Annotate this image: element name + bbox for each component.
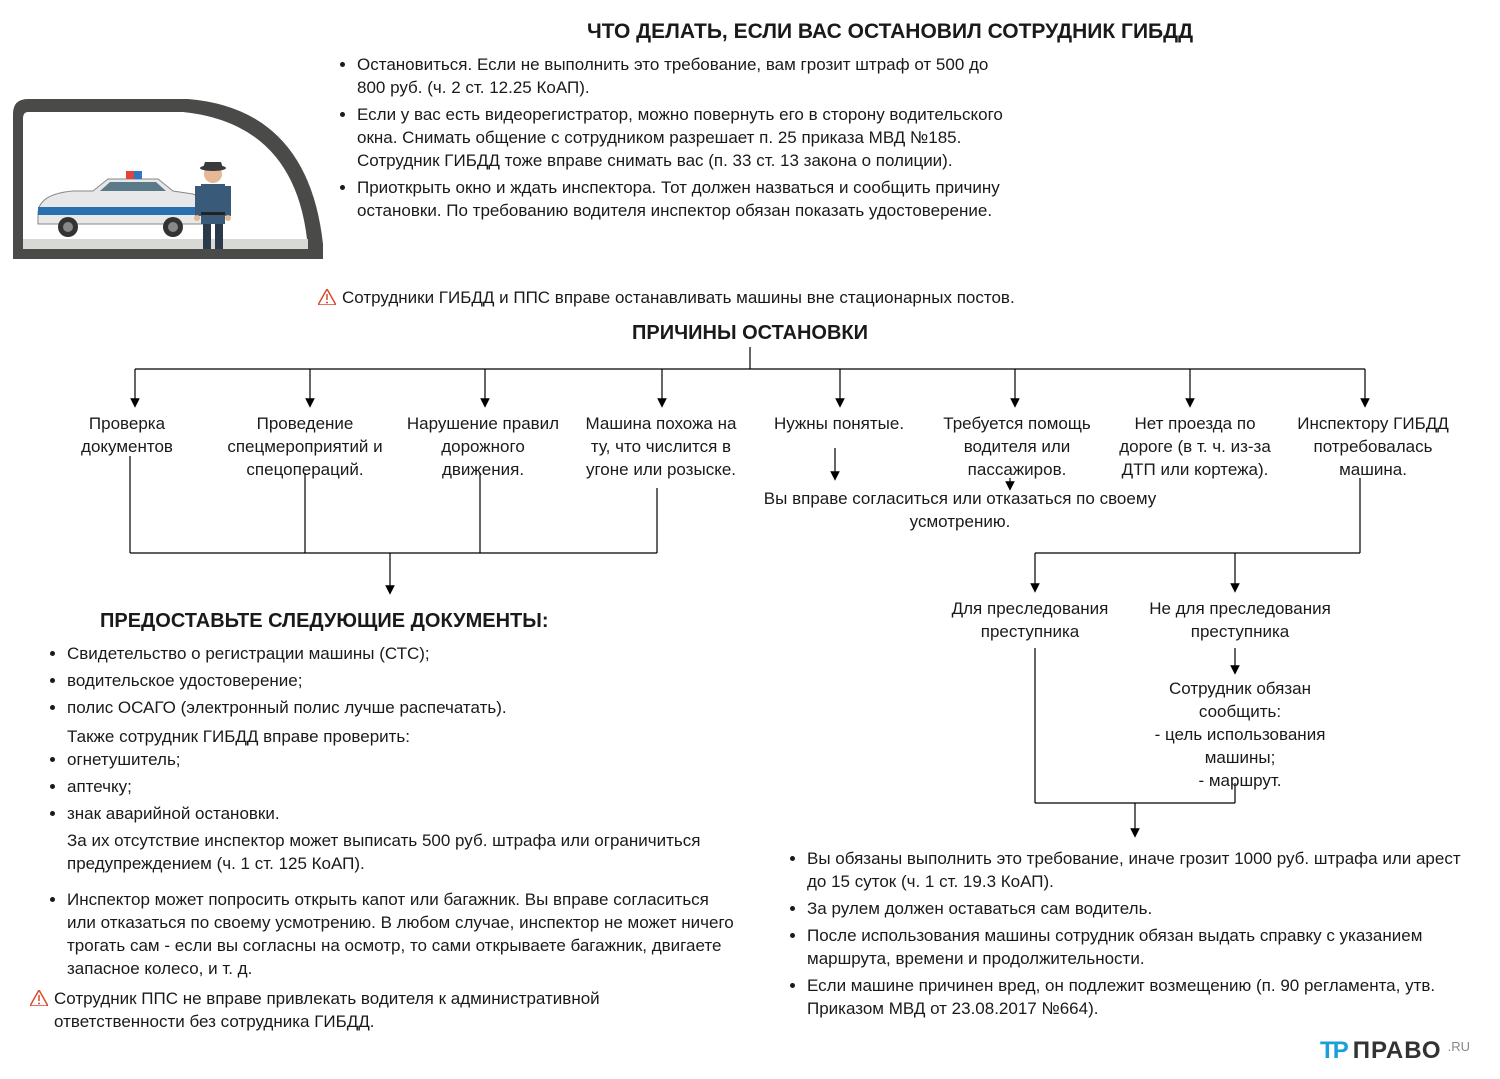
reason-item: Нужны понятые. — [754, 413, 924, 482]
pursuit-no: Не для преследования преступника — [1140, 598, 1340, 644]
obligation-item: Вы обязаны выполнить это требование, ина… — [807, 848, 1465, 894]
docs-block: Свидетельство о регистрации машины (СТС)… — [45, 643, 735, 985]
docs-trunk: Инспектор может попросить открыть капот … — [67, 889, 735, 981]
warning-icon — [30, 990, 48, 1006]
intro-list: Остановиться. Если не выполнить это треб… — [335, 54, 1500, 281]
illustration — [0, 54, 335, 281]
main-title: ЧТО ДЕЛАТЬ, ЕСЛИ ВАС ОСТАНОВИЛ СОТРУДНИК… — [340, 18, 1440, 46]
obligation-item: После использования машины сотрудник обя… — [807, 925, 1465, 971]
reason-item: Требуется помощь водителя или пассажиров… — [932, 413, 1102, 482]
reason-item: Нарушение правил дорожного движения. — [398, 413, 568, 482]
intro-bullet: Приоткрыть окно и ждать инспектора. Тот … — [357, 177, 1020, 223]
intro-warning: Сотрудники ГИБДД и ППС вправе останавлив… — [318, 287, 1500, 310]
obligations-block: Вы обязаны выполнить это требование, ина… — [785, 848, 1465, 1025]
doc-check-item: огнетушитель; — [67, 749, 735, 772]
doc-item: полис ОСАГО (электронный полис лучше рас… — [67, 697, 735, 720]
logo-suffix: .RU — [1448, 1038, 1470, 1056]
logo-text: ПРАВО — [1353, 1035, 1442, 1067]
reason-item: Машина похожа на ту, что числится в угон… — [576, 413, 746, 482]
must-inform-title: Сотрудник обязан сообщить: — [1130, 678, 1350, 724]
reason-item: Нет проезда по дороге (в т. ч. из-за ДТП… — [1110, 413, 1280, 482]
intro-warning-text: Сотрудники ГИБДД и ППС вправе останавлив… — [342, 287, 1015, 310]
obligation-item: За рулем должен оставаться сам водитель. — [807, 898, 1465, 921]
must-inform-item: - маршрут. — [1130, 770, 1350, 793]
consent-text: Вы вправе согласиться или отказаться по … — [750, 488, 1170, 534]
doc-check-item: знак аварийной остановки. — [67, 803, 735, 826]
intro-bullet: Если у вас есть видеорегистратор, можно … — [357, 104, 1020, 173]
logo-symbol: ТР — [1320, 1035, 1347, 1067]
docs-fine: За их отсутствие инспектор может выписат… — [67, 830, 735, 876]
reason-item: Проведение спецмероприятий и спецопераци… — [220, 413, 390, 482]
pursuit-yes: Для преследования преступника — [930, 598, 1130, 644]
doc-item: водительское удостоверение; — [67, 670, 735, 693]
reasons-tree — [45, 347, 1455, 413]
docs-title: ПРЕДОСТАВЬТЕ СЛЕДУЮЩИЕ ДОКУМЕНТЫ: — [100, 608, 549, 635]
warning-icon — [318, 289, 336, 305]
obligation-item: Если машине причинен вред, он подлежит в… — [807, 975, 1465, 1021]
docs-also-intro: Также сотрудник ГИБДД вправе проверить: — [67, 726, 735, 749]
docs-warning-text: Сотрудник ППС не вправе привлекать водит… — [54, 988, 730, 1034]
docs-warning: Сотрудник ППС не вправе привлекать водит… — [30, 988, 730, 1034]
reason-item: Инспектору ГИБДД потребовалась машина. — [1288, 413, 1458, 482]
must-inform: Сотрудник обязан сообщить: - цель исполь… — [1130, 678, 1350, 793]
intro-bullet: Остановиться. Если не выполнить это треб… — [357, 54, 1020, 100]
site-logo: ТР ПРАВО .RU — [1320, 1035, 1470, 1067]
doc-check-item: аптечку; — [67, 776, 735, 799]
reason-item: Проверка документов — [42, 413, 212, 482]
intro-block: Остановиться. Если не выполнить это треб… — [0, 54, 1500, 281]
must-inform-item: - цель использования машины; — [1130, 724, 1350, 770]
reasons-row: Проверка документов Проведение спецмероп… — [0, 413, 1500, 482]
reasons-title: ПРИЧИНЫ ОСТАНОВКИ — [0, 320, 1500, 347]
doc-item: Свидетельство о регистрации машины (СТС)… — [67, 643, 735, 666]
